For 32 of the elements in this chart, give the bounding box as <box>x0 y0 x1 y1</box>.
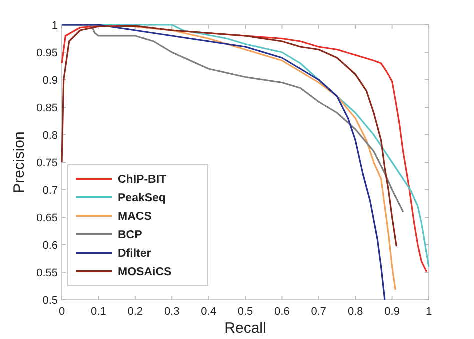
line-series <box>61 24 386 301</box>
line-series <box>61 25 398 248</box>
y-tick-label: 0.6 <box>42 240 58 252</box>
y-tick-label: 0.65 <box>36 212 58 224</box>
legend-label: ChIP-BIT <box>118 174 167 186</box>
x-tick-label: 0.5 <box>238 306 254 318</box>
x-tick-label: 0.6 <box>274 306 290 318</box>
y-tick-label: 0.8 <box>42 130 58 142</box>
x-tick-label: 0.9 <box>384 306 400 318</box>
y-tick-label: 0.95 <box>36 48 58 60</box>
x-tick-label: 1 <box>426 306 432 318</box>
y-tick-label: 0.85 <box>36 102 58 114</box>
x-tick-label: 0.2 <box>128 306 144 318</box>
legend-label: BCP <box>118 230 143 242</box>
y-tick-label: 0.5 <box>42 295 58 307</box>
x-tick-label: 0.3 <box>164 306 180 318</box>
y-tick-label: 0.7 <box>42 185 58 197</box>
legend-label: MOSAiCS <box>118 266 172 278</box>
y-tick-label: 1 <box>52 20 58 32</box>
x-tick-label: 0.1 <box>91 306 106 318</box>
legend-label: MACS <box>118 211 152 223</box>
legend-label: Dfilter <box>118 248 152 260</box>
y-tick-label: 0.55 <box>36 268 58 280</box>
y-tick-label: 0.9 <box>42 75 58 87</box>
x-tick-label: 0.4 <box>201 306 216 318</box>
legend-label: PeakSeq <box>118 192 166 204</box>
x-axis-title: Recall <box>224 320 266 337</box>
y-tick-label: 0.75 <box>36 158 58 170</box>
x-tick-label: 0 <box>58 306 66 318</box>
y-axis-title: Precision <box>11 132 28 194</box>
x-tick-label: 0.8 <box>348 306 364 318</box>
x-tick-label: 0.7 <box>311 306 327 318</box>
